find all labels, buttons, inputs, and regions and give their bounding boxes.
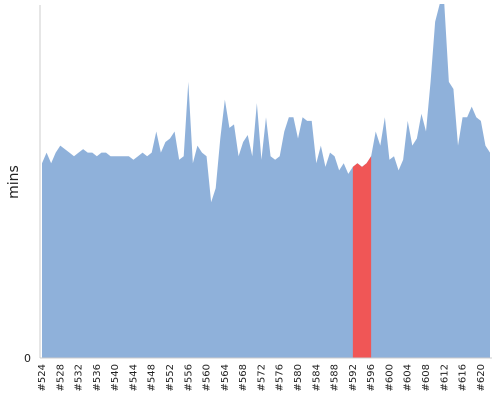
x-tick-label: #552 (165, 364, 176, 391)
x-tick-label: #580 (293, 364, 304, 391)
x-tick-label: #608 (421, 364, 432, 391)
x-tick-labels: #524 #528 #532 #536 #540 #544 #548 #552 #556 #560… (37, 364, 487, 391)
x-tick-label: #532 (74, 364, 85, 391)
x-tick-label: #572 (256, 364, 267, 391)
x-tick-label: #576 (275, 364, 286, 391)
x-tick-label: #592 (348, 364, 359, 391)
area-series (42, 4, 490, 358)
x-tick-label: #544 (128, 364, 139, 391)
highlight-band (352, 156, 372, 358)
x-tick-label: #564 (220, 364, 231, 391)
x-tick-label: #588 (330, 364, 341, 391)
x-tick-label: #560 (202, 364, 213, 391)
x-tick-label: #600 (384, 364, 395, 391)
x-tick-label: #528 (55, 364, 66, 391)
x-tick-label: #536 (92, 364, 103, 391)
x-tick-label: #620 (476, 364, 487, 391)
x-tick-label: #568 (238, 364, 249, 391)
x-tick-label: #584 (311, 364, 322, 391)
x-tick-label: #540 (110, 364, 121, 391)
x-tick-label: #616 (458, 364, 469, 391)
x-tick-label: #548 (147, 364, 158, 391)
x-tick-label: #596 (366, 364, 377, 391)
area-path-0 (42, 4, 490, 358)
x-tick-label: #612 (439, 364, 450, 391)
x-tick-label: #524 (37, 364, 48, 391)
x-tick-label: #604 (403, 364, 414, 391)
y-tick-label-0: 0 (24, 352, 31, 365)
x-tick-label: #556 (183, 364, 194, 391)
y-axis-label: mins (6, 165, 22, 199)
highlight-area (352, 156, 372, 358)
